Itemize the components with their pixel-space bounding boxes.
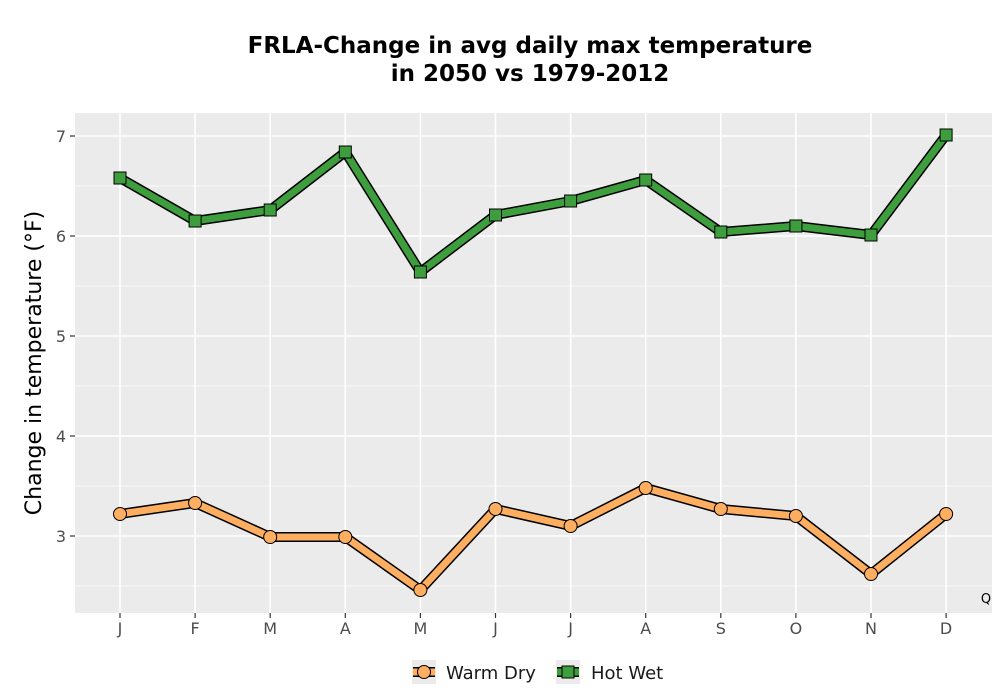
data-point bbox=[188, 496, 203, 510]
plot-panel bbox=[75, 113, 992, 613]
data-point bbox=[488, 502, 503, 516]
x-tick-label: S bbox=[716, 619, 726, 638]
data-point bbox=[413, 583, 428, 597]
legend-label: Hot Wet bbox=[591, 663, 663, 684]
x-tick-label: O bbox=[790, 619, 803, 638]
data-point bbox=[563, 519, 578, 533]
x-tick-label: M bbox=[263, 619, 277, 638]
data-point bbox=[113, 507, 127, 521]
data-point bbox=[564, 194, 578, 208]
data-point bbox=[939, 507, 954, 521]
legend-label: Warm Dry bbox=[446, 663, 536, 684]
x-tick-label: J bbox=[567, 619, 573, 638]
x-tick-label: J bbox=[117, 619, 123, 638]
data-point bbox=[263, 530, 278, 544]
legend-key-marker bbox=[561, 665, 575, 679]
data-point bbox=[864, 228, 878, 242]
axis-ticks: 3 4 5 6 7 J F M A M J J A S O N D bbox=[56, 127, 952, 638]
data-point bbox=[338, 530, 353, 544]
y-axis-label: Change in temperature (°F) bbox=[22, 211, 47, 515]
legend: Warm Dry Hot Wet bbox=[412, 660, 663, 684]
x-tick-label: J bbox=[492, 619, 498, 638]
y-tick-label: 5 bbox=[56, 327, 66, 346]
x-tick-label: F bbox=[190, 619, 199, 638]
x-tick-label: M bbox=[413, 619, 427, 638]
series-layer bbox=[113, 128, 954, 597]
legend-item-hot-wet: Hot Wet bbox=[556, 660, 663, 684]
data-point bbox=[263, 203, 277, 217]
grid-lines bbox=[75, 113, 992, 613]
data-point bbox=[939, 128, 953, 142]
legend-item-warm-dry: Warm Dry bbox=[412, 660, 536, 684]
data-point bbox=[489, 208, 502, 222]
data-point bbox=[788, 509, 803, 523]
y-tick-label: 6 bbox=[56, 227, 66, 246]
x-tick-label: A bbox=[640, 619, 651, 638]
data-point bbox=[113, 171, 127, 185]
series-warm-dry bbox=[113, 481, 954, 597]
data-point bbox=[714, 225, 728, 239]
data-point bbox=[188, 214, 202, 228]
x-tick-label: A bbox=[340, 619, 351, 638]
data-point bbox=[789, 219, 803, 233]
y-tick-label: 3 bbox=[56, 527, 66, 546]
y-tick-label: 4 bbox=[56, 427, 66, 446]
data-point bbox=[338, 145, 352, 159]
data-point bbox=[713, 502, 728, 516]
data-point bbox=[413, 265, 427, 279]
chart-title-line-2: in 2050 vs 1979-2012 bbox=[391, 61, 670, 87]
data-point bbox=[639, 173, 653, 187]
series-line bbox=[119, 484, 949, 594]
series-line bbox=[118, 132, 949, 276]
x-tick-label: D bbox=[940, 619, 952, 638]
chart-title-line-1: FRLA-Change in avg daily max temperature bbox=[248, 33, 813, 59]
series-hot-wet bbox=[113, 128, 953, 279]
x-tick-label: N bbox=[865, 619, 877, 638]
plot-annotation: Q bbox=[981, 592, 991, 607]
data-point bbox=[638, 481, 653, 495]
y-tick-label: 7 bbox=[56, 127, 66, 146]
data-point bbox=[864, 567, 878, 581]
legend-key-marker bbox=[417, 665, 431, 679]
